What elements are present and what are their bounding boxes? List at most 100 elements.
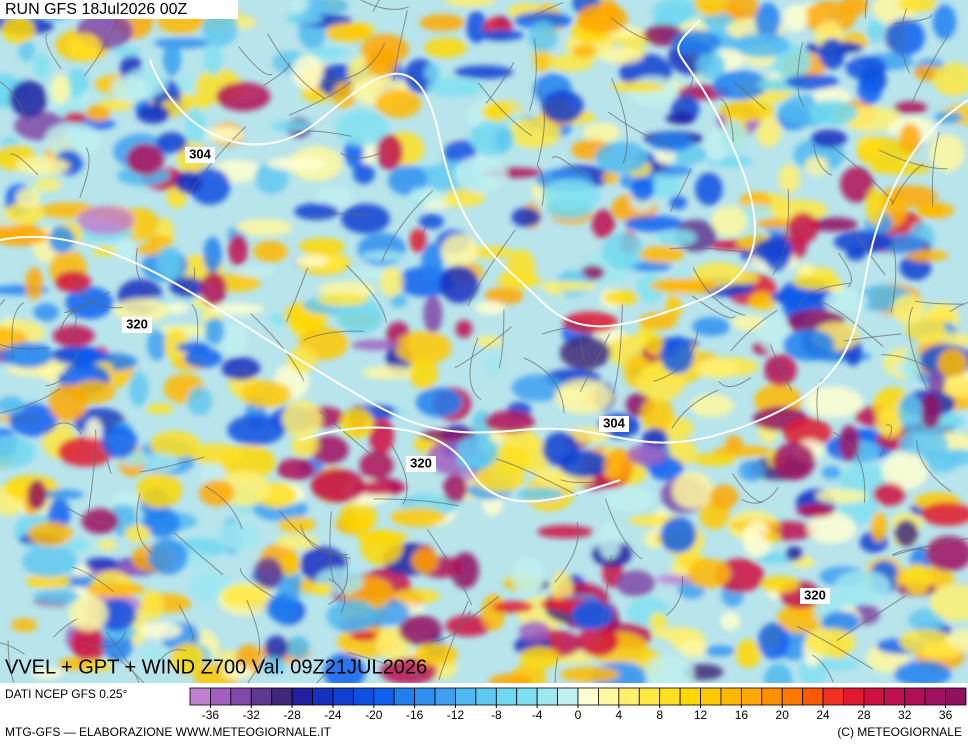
field-cell <box>4 201 45 225</box>
field-cell <box>380 657 438 683</box>
field-cell <box>203 236 222 273</box>
field-cell <box>261 656 286 674</box>
field-cell <box>755 217 794 229</box>
vvel-field <box>0 0 968 683</box>
color-swatch <box>924 687 946 706</box>
field-cell <box>285 12 324 25</box>
field-cell <box>876 407 904 438</box>
field-cell <box>254 557 283 589</box>
field-cell <box>602 171 620 184</box>
streamline <box>671 389 719 429</box>
field-cell <box>899 123 922 154</box>
field-cell <box>312 582 333 596</box>
field-cell <box>478 29 525 41</box>
field-cell <box>300 0 349 16</box>
streamline <box>523 357 565 413</box>
field-cell <box>443 474 468 503</box>
streamline <box>554 521 579 584</box>
colorbar-tick-label: -28 <box>283 708 301 722</box>
field-cell <box>113 298 170 323</box>
streamline <box>730 309 778 352</box>
contour-label: 320 <box>410 455 432 470</box>
color-swatch <box>373 687 395 706</box>
color-swatch <box>598 687 620 706</box>
field-cell <box>298 237 346 255</box>
streamline <box>238 46 273 76</box>
streamline <box>469 337 482 401</box>
streamline <box>278 510 351 559</box>
color-swatch <box>393 687 416 706</box>
field-cell <box>81 508 119 535</box>
color-swatch <box>638 687 661 706</box>
field-cell <box>649 278 703 293</box>
field-cell <box>469 120 515 156</box>
field-cell <box>659 165 692 177</box>
field-cell <box>645 335 665 356</box>
field-cell <box>833 230 893 254</box>
streamline <box>908 306 928 390</box>
field-cell <box>603 448 634 482</box>
streamline <box>340 152 382 159</box>
color-swatch <box>883 687 906 706</box>
field-cell <box>126 143 165 175</box>
field-cell <box>899 427 949 461</box>
colorbar-tick-label: -8 <box>491 708 502 722</box>
streamline <box>299 524 348 556</box>
field-cell <box>598 521 621 560</box>
field-cell <box>67 33 102 61</box>
field-cell <box>481 101 515 122</box>
colorbar-tick-label: -20 <box>365 708 383 722</box>
streamline <box>79 147 90 198</box>
field-cell <box>15 187 41 208</box>
field-cell <box>769 199 828 221</box>
streamline <box>0 298 6 306</box>
field-cell <box>649 132 693 152</box>
field-cell <box>140 589 164 621</box>
field-cell <box>885 18 925 56</box>
field-cell <box>839 424 860 462</box>
streamline <box>246 599 261 656</box>
field-cell <box>424 63 441 82</box>
color-swatch <box>230 687 252 706</box>
streamline <box>328 578 346 613</box>
streamline <box>373 498 459 507</box>
streamline <box>10 153 39 176</box>
field-cell <box>455 320 473 338</box>
field-cell <box>310 435 349 465</box>
color-swatch <box>312 687 334 706</box>
field-cell <box>764 663 793 683</box>
field-cell <box>517 487 564 501</box>
field-cell <box>174 170 202 195</box>
streamline <box>797 42 805 107</box>
field-cell <box>763 530 781 543</box>
color-swatch <box>904 687 926 706</box>
field-cell <box>456 435 499 469</box>
field-cell <box>227 414 285 446</box>
field-cell <box>659 517 697 554</box>
field-cell <box>893 660 952 683</box>
field-cell <box>424 37 467 58</box>
field-cell <box>488 673 532 683</box>
field-cell <box>66 68 89 98</box>
field-cell <box>671 471 713 509</box>
color-swatch <box>700 687 722 706</box>
streamline <box>831 145 895 204</box>
field-cell <box>764 353 797 387</box>
field-cell <box>25 267 43 301</box>
streamline <box>295 130 352 137</box>
field-cell <box>542 431 580 468</box>
streamline <box>525 2 564 21</box>
field-cell <box>64 111 87 124</box>
streamline <box>0 642 25 655</box>
field-cell <box>873 482 906 506</box>
field-cell <box>696 358 739 379</box>
field-cell <box>810 129 848 148</box>
colorbar-tick-label: -16 <box>406 708 424 722</box>
streamline <box>741 486 779 504</box>
colorbar-tick-label: -12 <box>447 708 465 722</box>
streamline <box>431 610 471 642</box>
streamline <box>74 274 123 309</box>
field-cell <box>796 503 835 518</box>
field-cell <box>33 303 59 322</box>
